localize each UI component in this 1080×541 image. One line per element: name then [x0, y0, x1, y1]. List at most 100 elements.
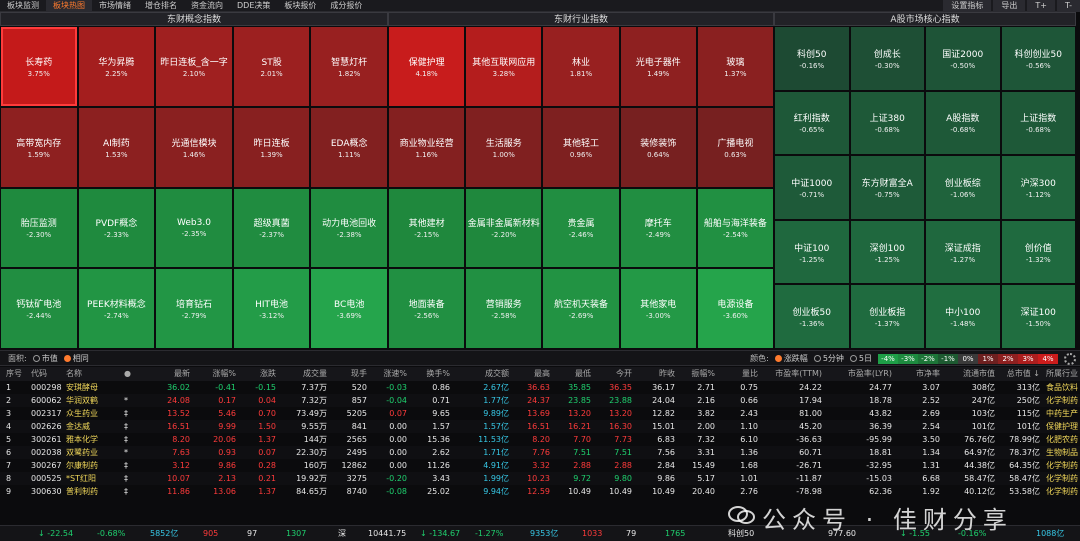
heatmap-cell[interactable]: 上证380 -0.68% — [849, 90, 925, 156]
table-row[interactable]: 1 000298 安琪酵母 36.02 -0.41 -0.15 7.37万 520 -0.03 0… — [0, 381, 1080, 394]
area-radio-1[interactable] — [63, 354, 71, 362]
column-header[interactable]: 名称 — [66, 369, 82, 378]
column-header[interactable]: ● — [124, 369, 131, 378]
column-header[interactable]: 最低 — [575, 369, 591, 378]
heatmap-cell[interactable]: 光电子器件 1.49% — [619, 26, 697, 107]
column-header[interactable]: 最新 — [174, 369, 190, 378]
column-header[interactable]: 现手 — [351, 369, 367, 378]
table-row[interactable]: 6 002038 双鹭药业 * 7.63 0.93 0.07 22.30万 2495 0.00 2.… — [0, 446, 1080, 459]
heatmap-cell[interactable]: EDA概念 1.11% — [310, 106, 388, 188]
top-button-1[interactable]: 导出 — [993, 0, 1026, 12]
heatmap-cell[interactable]: 生活服务 1.00% — [465, 106, 543, 188]
tab-1[interactable]: 板块热图 — [46, 0, 92, 12]
top-button-3[interactable]: T- — [1056, 0, 1080, 12]
heatmap-cell[interactable]: 船舶与海洋装备 -2.54% — [696, 187, 774, 269]
heatmap-cell[interactable]: 高带宽内存 1.59% — [0, 106, 78, 188]
table-row[interactable]: 9 300630 普利制药 ‡ 11.86 13.06 1.37 84.65万 8740 -0.0… — [0, 485, 1080, 498]
column-header[interactable]: 最高 — [534, 369, 550, 378]
heatmap-cell[interactable]: 国证2000 -0.50% — [925, 26, 1001, 91]
heatmap-cell[interactable]: 智慧灯杆 1.82% — [310, 26, 388, 107]
heatmap-cell[interactable]: 商业物业经营 1.16% — [388, 106, 466, 188]
heatmap-cell[interactable]: 深证100 -1.50% — [1000, 284, 1076, 349]
heatmap-cell[interactable]: 深创100 -1.25% — [849, 219, 925, 285]
heatmap-cell[interactable]: AI制药 1.53% — [77, 106, 156, 188]
heatmap-cell[interactable]: 摩托车 -2.49% — [619, 187, 697, 269]
heatmap-cell[interactable]: 长寿药 3.75% — [0, 26, 78, 107]
heatmap-cell[interactable]: PEEK材料概念 -2.74% — [77, 268, 156, 349]
column-header[interactable]: 涨幅% — [212, 369, 236, 378]
tab-0[interactable]: 板块监测 — [7, 0, 39, 10]
column-header[interactable]: 流通市值 — [963, 369, 995, 378]
heatmap-cell[interactable]: 中证100 -1.25% — [774, 219, 850, 285]
heatmap-cell[interactable]: ST股 2.01% — [232, 26, 311, 107]
heatmap-cell[interactable]: BC电池 -3.69% — [310, 268, 388, 349]
heatmap-cell[interactable]: 动力电池回收 -2.38% — [310, 187, 388, 269]
color-radio-1[interactable] — [813, 355, 821, 362]
column-header[interactable]: 量比 — [742, 369, 758, 378]
gear-icon[interactable] — [1064, 352, 1076, 365]
area-radio-0[interactable] — [32, 354, 40, 362]
column-header[interactable]: 涨速% — [383, 369, 407, 378]
heatmap-cell[interactable]: 培育钻石 -2.79% — [155, 268, 233, 349]
tab-2[interactable]: 市场情绪 — [99, 0, 131, 10]
column-header[interactable]: 市盈率(LYR) — [847, 369, 892, 378]
heatmap-cell[interactable]: 创价值 -1.32% — [1000, 219, 1076, 285]
column-header[interactable]: 振幅% — [691, 369, 715, 378]
heatmap-cell[interactable]: 玻璃 1.37% — [696, 26, 774, 107]
column-header[interactable]: 换手% — [426, 369, 450, 378]
heatmap-cell[interactable]: 深证成指 -1.27% — [925, 219, 1001, 285]
heatmap-cell[interactable]: 钙钛矿电池 -2.44% — [0, 268, 78, 349]
heatmap-cell[interactable]: 科创创业50 -0.56% — [1000, 26, 1076, 91]
heatmap-cell[interactable]: PVDF概念 -2.33% — [77, 187, 156, 269]
column-header[interactable]: 代码 — [31, 369, 47, 378]
column-header[interactable]: 所属行业 — [1046, 369, 1078, 378]
heatmap-cell[interactable]: 科创50 -0.16% — [774, 26, 850, 91]
heatmap-cell[interactable]: 创业板综 -1.06% — [925, 155, 1001, 220]
column-header[interactable]: 昨收 — [659, 369, 675, 378]
top-button-2[interactable]: T+ — [1027, 0, 1055, 12]
heatmap-cell[interactable]: 地面装备 -2.56% — [388, 268, 466, 349]
heatmap-cell[interactable]: 其他轻工 0.96% — [542, 106, 620, 188]
heatmap-cell[interactable]: 华为昇腾 2.25% — [77, 26, 156, 107]
column-header[interactable]: 总市值 ↓ — [1006, 369, 1040, 378]
heatmap-cell[interactable]: A股指数 -0.68% — [925, 90, 1001, 156]
tab-4[interactable]: 资金流向 — [191, 0, 223, 10]
top-button-0[interactable]: 设置指标 — [943, 0, 992, 12]
heatmap-cell[interactable]: 装修装饰 0.64% — [619, 106, 697, 188]
heatmap-cell[interactable]: 昨日连板 1.39% — [232, 106, 311, 188]
heatmap-cell[interactable]: 金属非金属新材料 -2.20% — [465, 187, 543, 269]
table-row[interactable]: 8 000525 *ST红阳 ‡ 10.07 2.13 0.21 19.92万 3275 -0.2… — [0, 472, 1080, 485]
heatmap-cell[interactable]: 创业板50 -1.36% — [774, 284, 850, 349]
table-row[interactable]: 7 300267 尔康制药 ‡ 3.12 9.86 0.28 160万 12862 0.00 11.… — [0, 459, 1080, 472]
heatmap-cell[interactable]: 光通信模块 1.46% — [155, 106, 233, 188]
color-radio-2[interactable] — [849, 355, 857, 362]
heatmap-cell[interactable]: 中小100 -1.48% — [925, 284, 1001, 349]
heatmap-cell[interactable]: 红利指数 -0.65% — [774, 90, 850, 156]
column-header[interactable]: 成交额 — [485, 369, 509, 378]
heatmap-cell[interactable]: 创业板指 -1.37% — [849, 284, 925, 349]
table-row[interactable]: 3 002317 众生药业 ‡ 13.52 5.46 0.70 73.49万 5205 0.07 9… — [0, 407, 1080, 420]
heatmap-cell[interactable]: 电源设备 -3.60% — [696, 268, 774, 349]
heatmap-cell[interactable]: 超级真菌 -2.37% — [232, 187, 311, 269]
column-header[interactable]: 市净率 — [916, 369, 940, 378]
heatmap-cell[interactable]: 中证1000 -0.71% — [774, 155, 850, 220]
table-row[interactable]: 4 002626 金达威 ‡ 16.51 9.99 1.50 9.55万 841 0.00 1.57… — [0, 420, 1080, 433]
heatmap-cell[interactable]: 航空机天装备 -2.69% — [542, 268, 620, 349]
tab-5[interactable]: DDE决策 — [237, 0, 271, 10]
heatmap-cell[interactable]: 广播电视 0.63% — [696, 106, 774, 188]
heatmap-cell[interactable]: 上证指数 -0.68% — [1000, 90, 1076, 156]
color-radio-0[interactable] — [774, 355, 782, 362]
heatmap-cell[interactable]: 昨日连板_含一字 2.10% — [155, 26, 233, 107]
tab-7[interactable]: 成分报价 — [330, 0, 363, 10]
heatmap-cell[interactable]: 其他建材 -2.15% — [388, 187, 466, 269]
table-row[interactable]: 2 600062 华润双鹤 * 24.08 0.17 0.04 7.32万 857 -0.04 0.… — [0, 394, 1080, 407]
tab-6[interactable]: 板块报价 — [284, 0, 317, 10]
heatmap-cell[interactable]: HIT电池 -3.12% — [232, 268, 311, 349]
heatmap-cell[interactable]: 保健护理 4.18% — [388, 26, 466, 107]
column-header[interactable]: 市盈率(TTM) — [775, 369, 822, 378]
heatmap-cell[interactable]: 其他家电 -3.00% — [619, 268, 697, 349]
tab-3[interactable]: 增仓排名 — [145, 0, 177, 10]
heatmap-cell[interactable]: 贵金属 -2.46% — [542, 187, 620, 269]
column-header[interactable]: 序号 — [6, 369, 22, 378]
column-header[interactable]: 成交量 — [303, 369, 327, 378]
